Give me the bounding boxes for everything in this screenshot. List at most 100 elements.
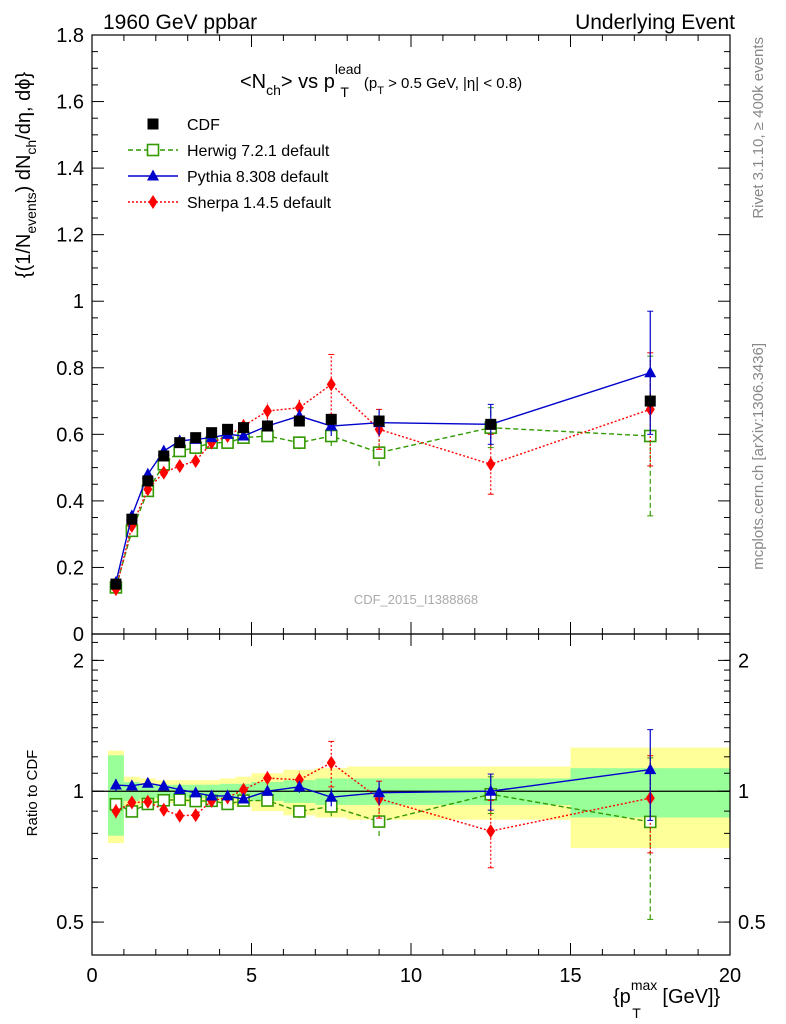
ratio-point xyxy=(173,793,187,806)
legend-marker xyxy=(147,118,159,130)
data-point xyxy=(222,423,234,435)
legend: CDF Herwig 7.2.1 default Pythia 8.308 defa… xyxy=(128,117,332,212)
data-point xyxy=(644,366,657,378)
data-point xyxy=(261,429,274,443)
ratio-point xyxy=(143,794,153,809)
legend-marker xyxy=(147,169,159,181)
data-point xyxy=(158,450,170,462)
ratio-point xyxy=(294,772,304,787)
ratio-point xyxy=(141,776,154,788)
data-point xyxy=(325,419,338,431)
ratio-point xyxy=(293,780,306,792)
ratio-tick-label: 0.5 xyxy=(56,912,84,934)
data-point xyxy=(373,415,385,427)
y-tick-label: 0.4 xyxy=(56,491,84,513)
ratio-tick-label-right: 2 xyxy=(738,650,749,672)
y-tick-label: 1.4 xyxy=(56,158,84,180)
ratio-point xyxy=(189,786,202,798)
y-tick-label: 1.8 xyxy=(56,25,84,47)
legend-label: CDF xyxy=(187,117,220,134)
data-point xyxy=(175,458,185,473)
y-tick-label: 0 xyxy=(73,624,84,646)
data-point xyxy=(485,418,497,430)
ratio-point xyxy=(372,815,386,828)
side-label-mcplots: mcplots.cern.ch [arXiv:1306.3436] xyxy=(750,343,767,570)
titles: <Nch> vs plead T (pT > 0.5 GeV, |η| < 0.8)… xyxy=(13,61,721,1021)
legend-item: Sherpa 1.4.5 default xyxy=(128,195,332,212)
data-point xyxy=(237,429,250,441)
ratio-point xyxy=(157,779,170,791)
y-tick-label: 1 xyxy=(73,291,84,313)
ratio-panel: 0 5 10 15 200.5 0.51 12 2 xyxy=(56,35,766,987)
ratio-point xyxy=(261,784,274,796)
data-point xyxy=(261,420,273,432)
y-tick-label: 0.8 xyxy=(56,358,84,380)
x-tick-label: 15 xyxy=(559,965,581,987)
ratio-y-axis: 0.5 0.5 1 1 2 2 xyxy=(56,641,766,934)
chart-title: <Nch> vs plead T (pT > 0.5 GeV, |η| < 0.8) xyxy=(240,61,522,100)
ratio-tick-label: 1 xyxy=(73,781,84,803)
ratio-point xyxy=(293,805,306,818)
series-cdf xyxy=(110,394,656,590)
ratio-point xyxy=(644,763,657,775)
ratio-series-line xyxy=(115,761,651,832)
ratio-point xyxy=(159,802,169,817)
ratio-point xyxy=(326,755,336,770)
y-tick-label: 0.2 xyxy=(56,557,84,579)
side-label-rivet: Rivet 3.1.10, ≥ 400k events xyxy=(750,37,767,219)
data-point xyxy=(262,404,272,419)
series-line xyxy=(115,372,651,583)
data-point xyxy=(190,432,202,444)
data-point xyxy=(293,415,305,427)
x-axis: 0 5 10 15 20 xyxy=(86,35,741,987)
data-point xyxy=(326,377,336,392)
legend-label: Pythia 8.308 default xyxy=(187,169,329,186)
data-point xyxy=(325,413,337,425)
data-point xyxy=(142,475,154,487)
y-axis-label: {(1/Nevents) dNch/dη, dϕ} xyxy=(13,72,39,279)
ratio-point xyxy=(261,794,274,807)
data-point xyxy=(294,400,304,415)
data-point xyxy=(372,446,386,459)
ratio-point xyxy=(484,784,497,796)
data-point xyxy=(238,422,250,434)
legend-item: CDF xyxy=(147,117,220,134)
series-herwig xyxy=(109,355,657,594)
ratio-tick-label-right: 1 xyxy=(738,781,749,803)
data-point xyxy=(644,395,656,407)
y-tick-label: 1.2 xyxy=(56,225,84,247)
x-tick-label: 10 xyxy=(400,965,422,987)
legend-marker xyxy=(148,195,158,209)
legend-label: Herwig 7.2.1 default xyxy=(187,143,330,160)
legend-item: Pythia 8.308 default xyxy=(128,169,329,186)
data-point xyxy=(110,578,122,590)
ratio-point xyxy=(173,783,186,795)
data-point xyxy=(206,427,218,439)
data-point xyxy=(293,436,306,449)
y-tick-label: 0.6 xyxy=(56,424,84,446)
x-tick-label: 0 xyxy=(86,965,97,987)
ratio-point xyxy=(205,789,218,801)
ratio-point xyxy=(175,808,185,823)
y-tick-label: 1.6 xyxy=(56,92,84,114)
x-axis-label: {pmax T [GeV]} xyxy=(613,977,721,1021)
x-tick-label: 5 xyxy=(246,965,257,987)
data-point xyxy=(486,457,496,472)
series-sherpa xyxy=(111,352,655,597)
ratio-tick-label: 2 xyxy=(73,650,84,672)
ratio-point xyxy=(221,789,234,801)
series-line xyxy=(115,383,651,590)
ratio-point xyxy=(111,804,121,819)
ratio-point xyxy=(239,782,249,797)
legend-label: Sherpa 1.4.5 default xyxy=(187,195,332,212)
ratio-point xyxy=(125,779,138,791)
data-point xyxy=(191,453,201,468)
ratio-y-axis-label: Ratio to CDF xyxy=(24,750,41,837)
data-point xyxy=(159,465,169,480)
x-tick-label: 20 xyxy=(719,965,741,987)
data-point xyxy=(174,437,186,449)
data-point xyxy=(126,513,138,525)
ratio-point xyxy=(373,786,386,798)
band-inner xyxy=(107,755,124,836)
ratio-point xyxy=(109,778,122,790)
